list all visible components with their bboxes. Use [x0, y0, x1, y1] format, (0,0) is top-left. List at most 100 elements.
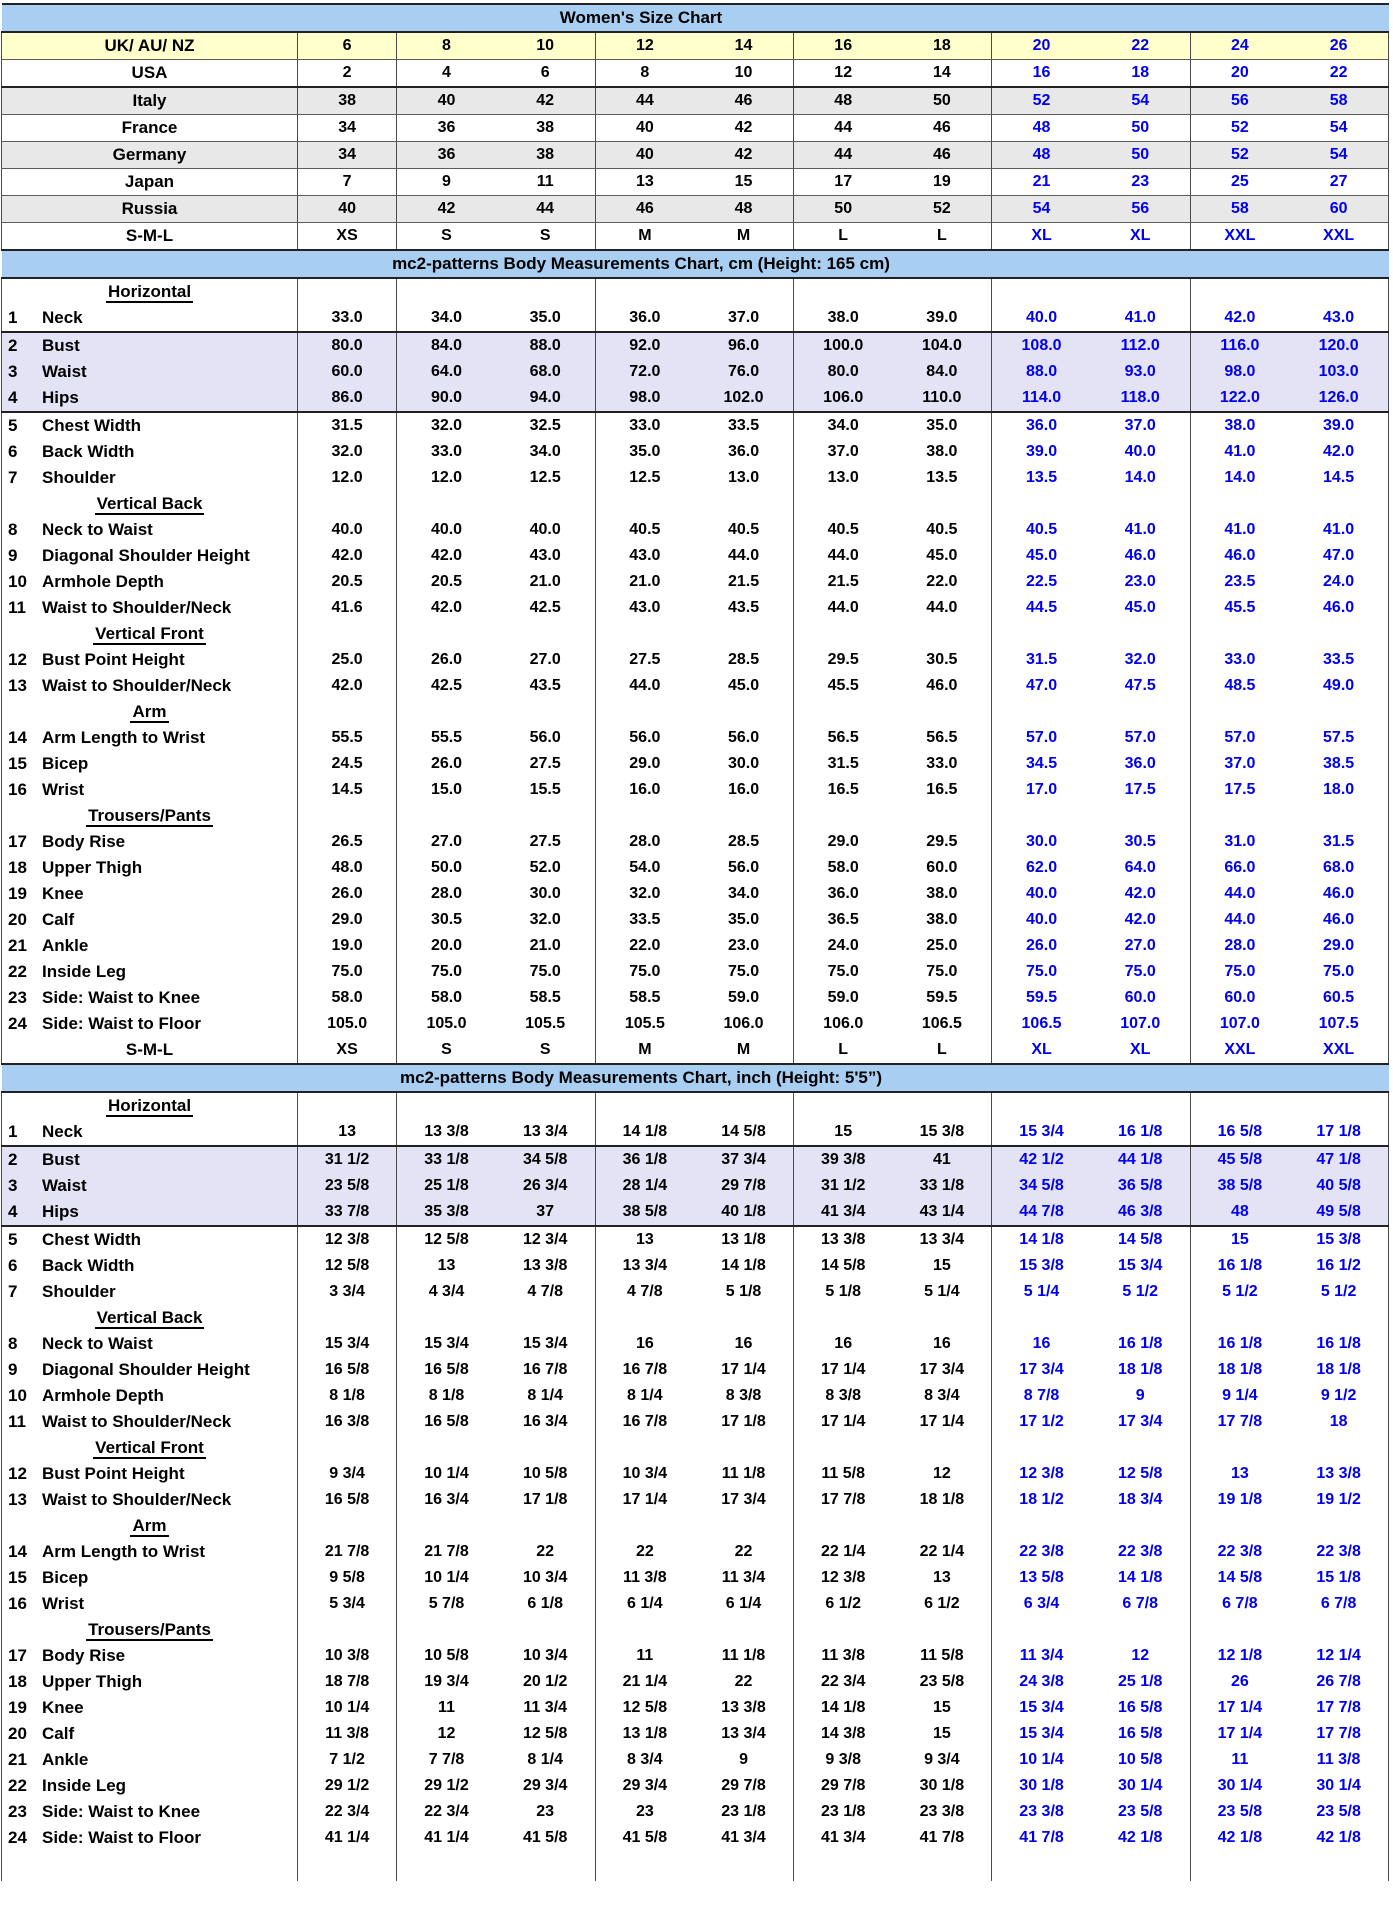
value-cell: 7 7/8 [396, 1747, 496, 1773]
value-cell: 13 [594, 1226, 695, 1253]
measurement-name: Arm Length to Wrist [42, 1542, 206, 1561]
value-cell: 24.0 [1289, 569, 1390, 595]
value-cell: 16 1/8 [1117, 1123, 1163, 1140]
value-cell: 14 5/8 [721, 1123, 766, 1140]
value-cell: M [736, 1041, 751, 1058]
measurement-name: Neck to Waist [42, 520, 153, 539]
value-cell: 19 [892, 168, 992, 196]
cm-chart-title: mc2-patterns Body Measurements Chart, cm… [1, 249, 1389, 279]
value-cell: 33.0 [594, 412, 695, 439]
value-cell: 44.0 [1189, 881, 1290, 907]
value-cell: 12 3/4 [522, 1231, 568, 1248]
value-cell: XXL [1189, 222, 1290, 251]
value-cell [694, 1513, 793, 1539]
value-cell: 13.5 [926, 469, 958, 486]
value-cell: 11 5/8 [792, 1461, 893, 1487]
value-cell: 11 1/8 [721, 1465, 766, 1482]
value-cell: 59.5 [991, 985, 1091, 1011]
value-cell: 17 1/4 [919, 1413, 965, 1430]
value-cell: 100.0 [792, 331, 893, 359]
table-row: 15 Bicep 24.5 26.0 27.5 29.0 30.0 31.5 33.0 34.5 3… [1, 751, 1390, 777]
table-row: 9 Diagonal Shoulder Height 42.0 42.0 43.0 43.… [1, 543, 1390, 569]
value-cell: 17 1/4 [792, 1409, 893, 1435]
value-cell: 47.0 [991, 673, 1091, 699]
value-cell: 17 7/8 [792, 1487, 893, 1513]
value-cell: 68.0 [1289, 855, 1390, 881]
table-row: 7 Shoulder 12.0 12.0 12.5 12.5 13.0 13.0 13.5 13.… [1, 465, 1390, 491]
value-cell: 32.5 [529, 417, 561, 434]
value-cell: 64.0 [1124, 859, 1156, 876]
value-cell [496, 621, 595, 647]
row-number: 12 [8, 650, 27, 669]
value-cell: 18 1/2 [991, 1487, 1091, 1513]
value-cell: 6 1/4 [594, 1591, 695, 1617]
value-cell: 41 3/4 [721, 1829, 766, 1846]
value-cell [792, 1513, 893, 1539]
measurement-name: Waist to Shoulder/Neck [42, 1412, 232, 1431]
table-row: Germany 34 36 38 40 42 44 46 48 50 52 54 [1, 141, 1390, 169]
value-cell: 41 7/8 [919, 1829, 965, 1846]
value-cell [296, 1092, 397, 1119]
value-cell: 44 [594, 87, 695, 115]
value-cell: 52 [1189, 141, 1290, 169]
value-cell: 38.5 [1289, 751, 1390, 777]
value-cell: 10 [694, 59, 794, 88]
value-cell: 2 [296, 59, 397, 88]
row-number: 3 [8, 1176, 18, 1195]
value-cell: 20.0 [396, 933, 496, 959]
value-cell: 22 [734, 1543, 753, 1560]
table-row: 17 Body Rise 10 3/8 10 5/8 10 3/4 11 11 1/8 11 … [1, 1643, 1390, 1669]
empty-cell [396, 1851, 496, 1881]
value-cell [1289, 491, 1390, 517]
value-cell: 9 3/4 [924, 1751, 960, 1768]
value-cell: 36.0 [727, 443, 760, 460]
value-cell: 16 1/8 [1189, 1253, 1290, 1279]
value-cell: 46.0 [1289, 881, 1390, 907]
value-cell: 23 [594, 1799, 695, 1825]
inch-chart-title-row: mc2-patterns Body Measurements Chart, in… [1, 1063, 1389, 1093]
value-cell: 8 [594, 59, 695, 88]
value-cell: 16.0 [727, 781, 760, 798]
value-cell: 17 [792, 168, 893, 196]
value-cell: 13.0 [727, 469, 760, 486]
measurement-name: Side: Waist to Floor [42, 1014, 201, 1033]
value-cell: 42.0 [1124, 911, 1156, 928]
chart-title-row: Women's Size Chart [1, 3, 1389, 33]
value-cell [296, 1617, 397, 1643]
value-cell [792, 491, 893, 517]
value-cell: 29 7/8 [694, 1173, 794, 1199]
value-cell: 86.0 [296, 385, 397, 413]
value-cell: 26.5 [296, 829, 397, 855]
value-cell: 8 1/4 [527, 1387, 563, 1404]
value-cell [991, 621, 1091, 647]
value-cell: 58.5 [529, 989, 561, 1006]
value-cell: 66.0 [1189, 855, 1290, 881]
value-cell: 14 1/8 [721, 1257, 766, 1274]
value-cell: 8 3/4 [924, 1387, 960, 1404]
row-number: 20 [8, 910, 27, 929]
value-cell: 50 [1090, 141, 1191, 169]
value-cell: 12.5 [594, 465, 695, 491]
value-cell: 106.0 [723, 1015, 764, 1032]
value-cell: S [539, 1041, 551, 1058]
value-cell: 90.0 [396, 385, 496, 413]
row-label: 6 Back Width [1, 439, 298, 465]
value-cell: 23 [1090, 168, 1191, 196]
value-cell: 18 [892, 32, 992, 60]
value-cell: 11 [594, 1643, 695, 1669]
value-cell: 4 7/8 [594, 1279, 695, 1305]
value-cell: 19 1/8 [1189, 1487, 1290, 1513]
table-row: 8 Neck to Waist 40.0 40.0 40.0 40.5 40.5 40.5 40… [1, 517, 1390, 543]
value-cell: 23 [536, 1803, 555, 1820]
value-cell: 27.5 [529, 755, 561, 772]
row-label: 18 Upper Thigh [1, 1669, 298, 1695]
value-cell: 54 [1289, 141, 1390, 169]
measurement-name: Waist [42, 362, 87, 381]
value-cell: 59.0 [792, 985, 893, 1011]
row-number: 8 [8, 520, 18, 539]
value-cell: 20 1/2 [522, 1673, 568, 1690]
value-cell: 34.0 [792, 412, 893, 439]
value-cell: 17 1/4 [792, 1357, 893, 1383]
value-cell: 12 [594, 32, 695, 60]
value-cell: 38 5/8 [594, 1199, 695, 1227]
